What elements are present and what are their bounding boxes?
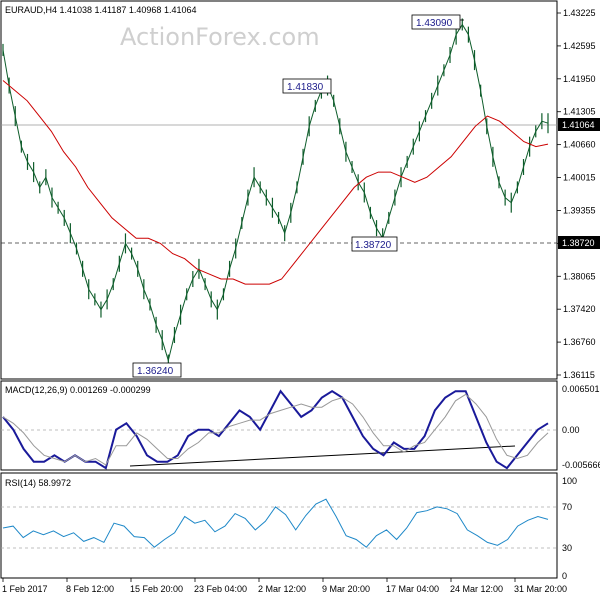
macd-axis: 0.006501 0.00 -0.005666 xyxy=(562,384,600,470)
x-tick-label: 17 Mar 04:00 xyxy=(386,584,439,594)
x-tick-label: 23 Feb 04:00 xyxy=(194,584,247,594)
annotation-low: 1.36240 xyxy=(132,362,182,378)
main-title: EURAUD,H4 1.41038 1.41187 1.40968 1.4106… xyxy=(5,5,196,15)
watermark: ActionForex.com xyxy=(120,23,320,51)
price-tick-label: 1.40015 xyxy=(563,173,596,183)
rsi-panel xyxy=(0,472,558,579)
annotation-local-high: 1.41830 xyxy=(282,78,332,94)
price-tick-label: 1.40660 xyxy=(563,140,596,150)
macd-tick-bottom: -0.005666 xyxy=(562,460,600,470)
x-tick-label: 15 Feb 20:00 xyxy=(130,584,183,594)
macd-signal-line xyxy=(2,393,549,466)
svg-text:1.43090: 1.43090 xyxy=(416,18,453,29)
svg-text:1.41830: 1.41830 xyxy=(287,82,324,93)
price-tick-label: 1.39355 xyxy=(563,205,596,215)
macd-tick-zero: 0.00 xyxy=(562,425,580,435)
price-axis: 1.43225 1.42595 1.41950 1.41305 1.40660 1.400… xyxy=(557,8,596,380)
rsi-tick-70: 70 xyxy=(562,502,572,512)
rsi-tick-30: 30 xyxy=(562,543,572,553)
x-tick-label: 2 Mar 12:00 xyxy=(258,584,306,594)
current-price-label: 1.41064 xyxy=(562,120,595,130)
support-price-box xyxy=(558,236,600,249)
rsi-tick-100: 100 xyxy=(562,476,577,486)
macd-trendline xyxy=(129,445,516,467)
rsi-line xyxy=(2,498,549,548)
rsi-axis: 100 70 30 0 xyxy=(562,476,577,581)
price-tick-label: 1.42595 xyxy=(563,41,596,51)
svg-text:1.36240: 1.36240 xyxy=(137,366,174,377)
price-line xyxy=(2,23,549,363)
current-price-box xyxy=(558,118,600,131)
x-tick-label: 31 Mar 20:00 xyxy=(514,584,567,594)
svg-text:1.38720: 1.38720 xyxy=(355,240,392,251)
moving-average-line xyxy=(2,80,549,285)
price-tick-label: 1.41305 xyxy=(563,107,596,117)
rsi-title: RSI(14) 58.9972 xyxy=(5,478,71,488)
x-tick-label: 9 Mar 20:00 xyxy=(322,584,370,594)
x-tick-label: 8 Feb 12:00 xyxy=(66,584,114,594)
price-tick-label: 1.36115 xyxy=(563,370,595,380)
x-axis: 1 Feb 2017 8 Feb 12:00 15 Feb 20:00 23 Feb … xyxy=(2,578,567,594)
price-tick-label: 1.43225 xyxy=(563,8,596,18)
macd-tick-top: 0.006501 xyxy=(562,384,600,394)
support-price-label: 1.38720 xyxy=(562,238,595,248)
rsi-tick-0: 0 xyxy=(562,571,567,581)
price-tick-label: 1.41950 xyxy=(563,74,596,84)
main-panel xyxy=(0,0,558,380)
price-tick-label: 1.37420 xyxy=(563,304,596,314)
price-tick-label: 1.38065 xyxy=(563,271,596,281)
x-tick-label: 1 Feb 2017 xyxy=(2,584,48,594)
price-tick-label: 1.36760 xyxy=(563,337,596,347)
annotation-high: 1.43090 xyxy=(411,14,464,30)
x-tick-label: 24 Mar 12:00 xyxy=(450,584,503,594)
annotation-support: 1.38720 xyxy=(351,236,398,252)
macd-title: MACD(12,26,9) 0.001269 -0.000299 xyxy=(5,385,151,395)
macd-line xyxy=(2,389,549,470)
